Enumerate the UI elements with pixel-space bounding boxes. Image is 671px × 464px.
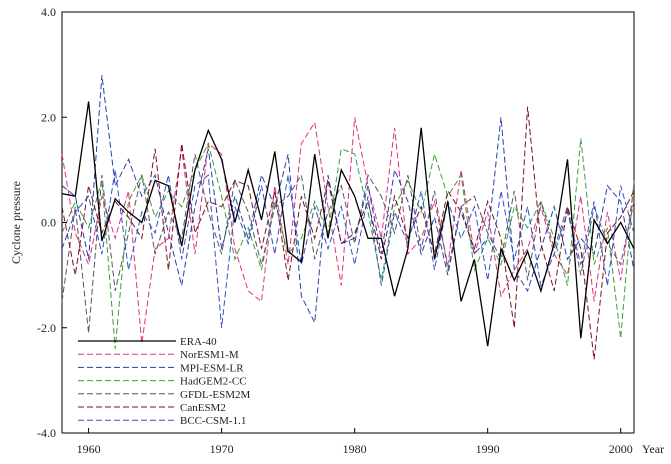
y-tick-label: -4.0 [37, 426, 56, 440]
y-axis-label: Cyclone pressure [9, 181, 23, 264]
x-tick-label: 1990 [476, 442, 500, 456]
series-line-canesm2 [61, 106, 635, 360]
series-line-era-40 [61, 101, 635, 347]
legend-label: BCC-CSM-1.1 [180, 415, 246, 427]
series-line-hadgem2-cc [61, 138, 635, 349]
series-line-mpi-esm-lr [61, 75, 635, 325]
legend-label: GFDL-ESM2M [180, 389, 251, 401]
y-tick-label: 2.0 [41, 110, 56, 124]
y-tick-label: -2.0 [37, 321, 56, 335]
y-tick-label: 4.0 [41, 5, 56, 19]
series-line-bcc-csm-1-1 [61, 169, 635, 328]
x-axis-label: Year [642, 442, 664, 456]
x-tick-label: 1970 [210, 442, 234, 456]
x-tick-label: 1980 [343, 442, 367, 456]
legend-label: NorESM1-M [180, 349, 239, 361]
series-layer [61, 75, 635, 360]
legend-label: CanESM2 [180, 402, 226, 414]
x-tick-label: 1960 [77, 442, 101, 456]
legend-label: MPI-ESM-LR [180, 362, 244, 374]
legend-label: HadGEM2-CC [180, 376, 247, 388]
legend-label: ERA-40 [180, 336, 217, 348]
y-tick-label: 0.0 [41, 216, 56, 230]
axes-layer: -4.0 -2.0 0.0 2.0 4.0 1960 1970 1980 1990 2000 [37, 5, 633, 456]
series-line-gfdl-esm2m [61, 153, 635, 334]
x-tick-label: 2000 [609, 442, 633, 456]
